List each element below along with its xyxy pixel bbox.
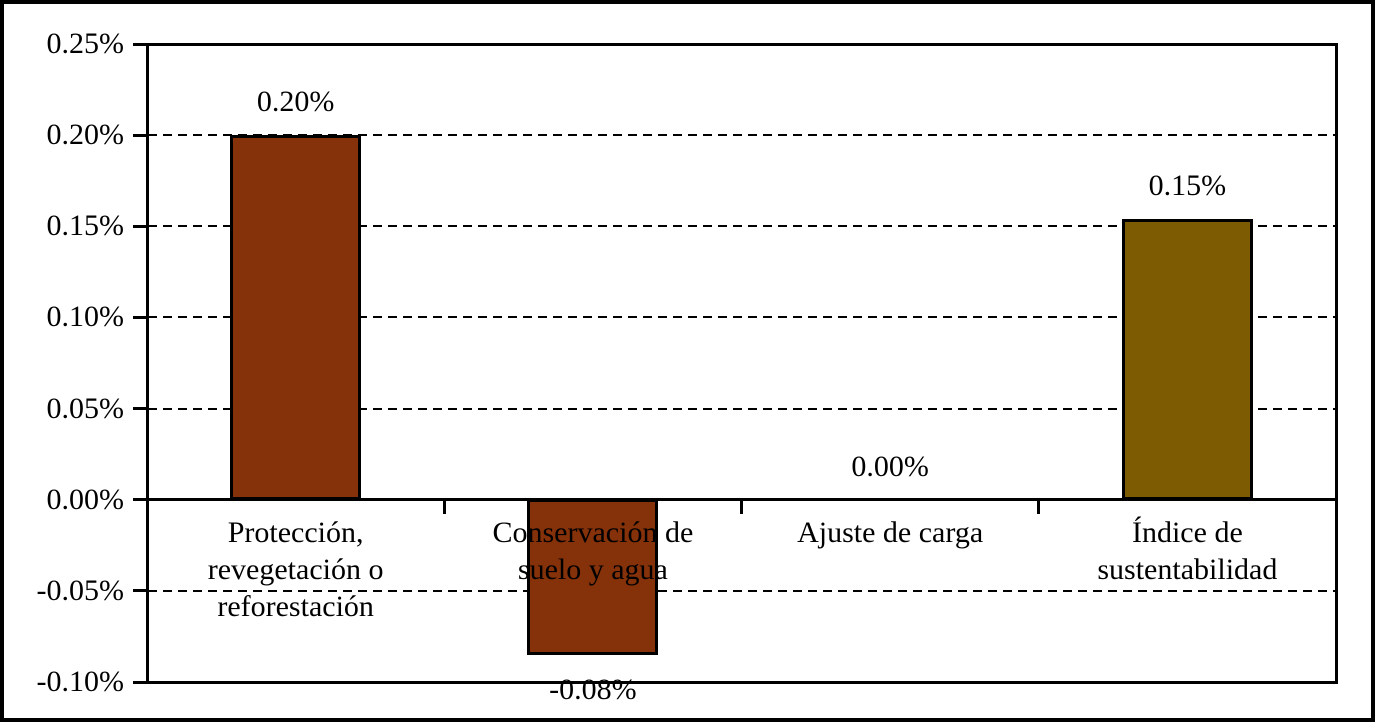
y-tick-label: 0.20%: [46, 118, 125, 152]
x-tick-mark: [442, 499, 446, 514]
y-tick-mark: [133, 680, 147, 684]
gridline: [148, 407, 1335, 410]
y-tick-mark: [133, 133, 147, 137]
y-axis-line: [145, 42, 149, 684]
plot-border-top: [145, 42, 1338, 46]
category-label: Índice de sustentabilidad: [1097, 515, 1278, 586]
y-tick-label: -0.05%: [36, 573, 124, 607]
plot-border-bottom: [145, 680, 1338, 684]
bar-data-label: 0.15%: [1148, 168, 1227, 202]
gridline: [148, 134, 1335, 137]
bar-data-label: -0.08%: [549, 672, 637, 706]
y-tick-mark: [133, 498, 147, 502]
y-tick-label: 0.10%: [46, 300, 125, 334]
y-tick-mark: [133, 407, 147, 411]
category-label: Conservación de suelo y agua: [492, 515, 694, 586]
bar: [527, 498, 659, 655]
bar-data-label: 0.00%: [851, 449, 929, 483]
y-tick-mark: [133, 315, 147, 319]
category-label: Ajuste de carga: [797, 515, 984, 549]
gridline: [148, 225, 1335, 228]
gridline: [148, 589, 1335, 592]
x-tick-mark: [1037, 499, 1041, 514]
y-tick-label: -0.10%: [36, 665, 124, 698]
plot-border-right: [1334, 42, 1338, 684]
x-tick-mark: [740, 499, 743, 514]
y-tick-label: 0.25%: [46, 27, 125, 60]
y-tick-label: 0.00%: [46, 482, 125, 516]
bar: [230, 135, 362, 500]
gridline: [148, 316, 1335, 319]
bar-chart: 0.25% 0.20% 0.15% 0.10% 0.05% 0.00% -0.05% -0.1…: [4, 4, 1375, 726]
bar: [1121, 218, 1253, 500]
y-tick-label: 0.05%: [46, 391, 125, 425]
y-tick-mark: [133, 224, 147, 228]
bar-data-label: 0.20%: [256, 85, 335, 119]
y-tick-mark: [133, 42, 147, 46]
category-label: Protección, revegetación o reforestación: [207, 515, 384, 623]
y-tick-mark: [133, 589, 147, 593]
y-tick-label: 0.15%: [46, 209, 125, 243]
